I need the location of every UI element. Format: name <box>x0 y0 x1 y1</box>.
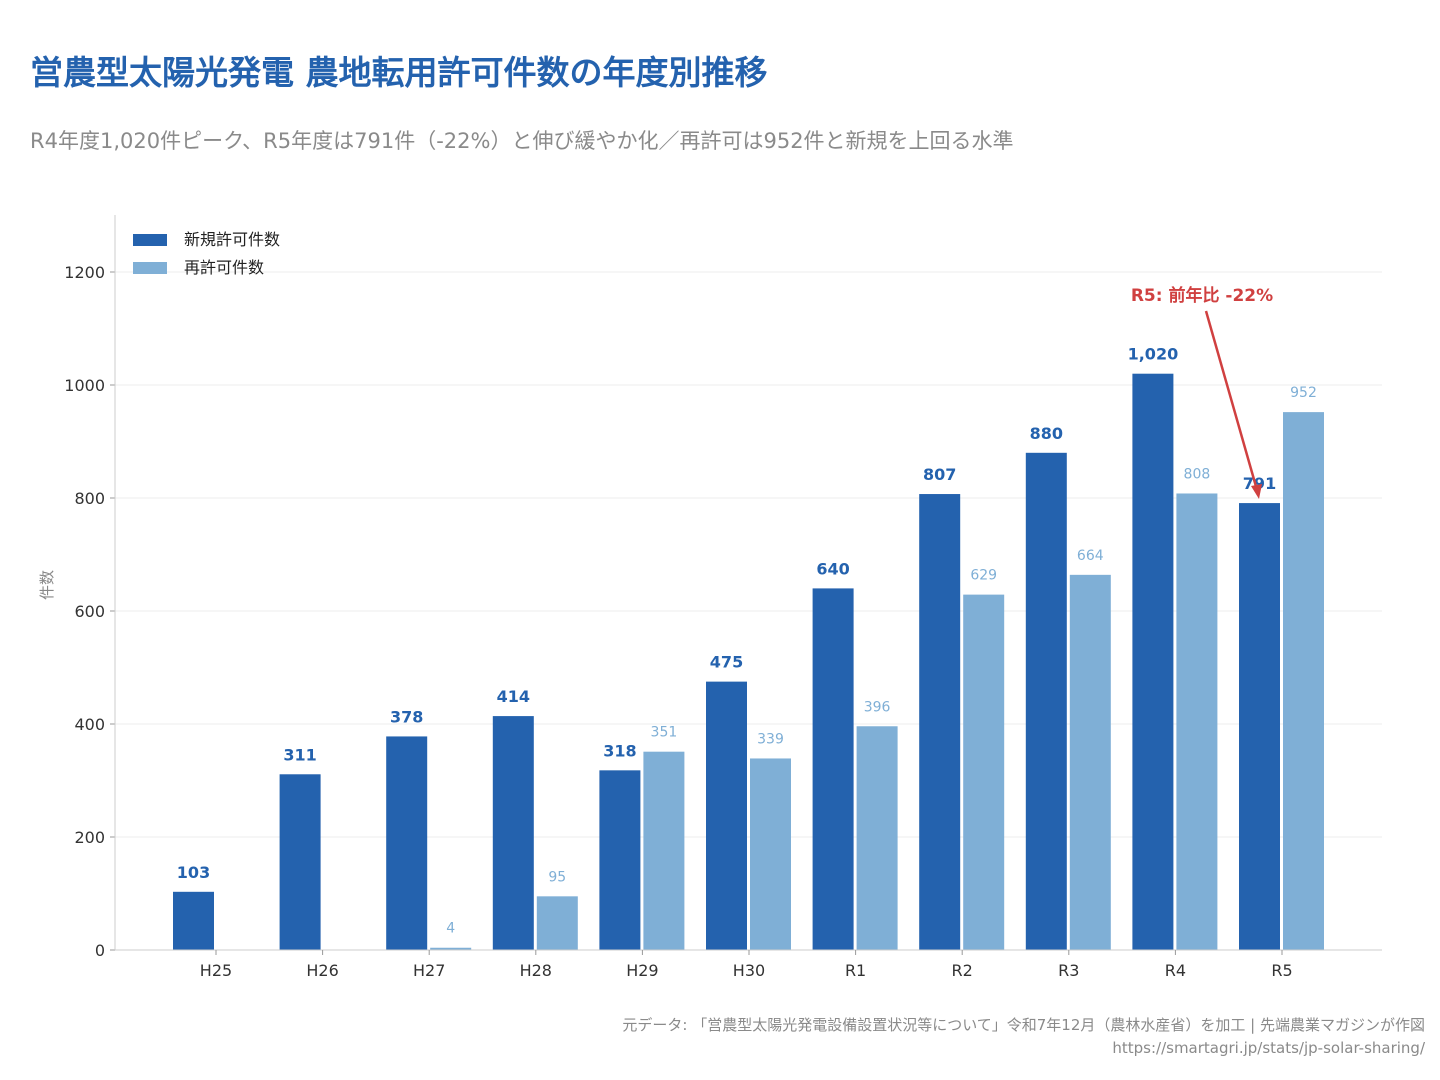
x-tick-label: R2 <box>952 961 973 980</box>
bar-new-permit <box>1239 503 1280 950</box>
x-tick-label: H26 <box>306 961 338 980</box>
legend-swatch-renewal <box>133 262 167 274</box>
chart-title: 営農型太陽光発電 農地転用許可件数の年度別推移 <box>30 53 768 92</box>
x-tick-label: H28 <box>520 961 552 980</box>
legend-label-renewal: 再許可件数 <box>184 258 264 277</box>
legend-swatch-new <box>133 234 167 246</box>
source-note: 元データ: 「営農型太陽光発電設備設置状況等について」令和7年12月（農林水産省… <box>622 1016 1425 1034</box>
data-label: 640 <box>816 559 849 578</box>
bar-new-permit <box>919 494 961 950</box>
annotation-arrow <box>1204 310 1259 491</box>
data-label: 808 <box>1184 466 1211 482</box>
annotation-arrowhead <box>1251 484 1262 499</box>
bar-new-permit <box>1025 452 1067 950</box>
data-label: 952 <box>1290 385 1317 401</box>
data-label: 351 <box>651 725 678 741</box>
data-label: 629 <box>970 568 997 584</box>
data-label: 664 <box>1077 548 1104 564</box>
bar-new-permit <box>492 716 534 950</box>
bar-renewal-permit <box>1283 412 1324 950</box>
data-label: 414 <box>497 687 530 706</box>
bar-renewal-permit <box>1069 574 1111 950</box>
legend-label-new: 新規許可件数 <box>184 230 280 249</box>
data-label: 311 <box>283 745 316 764</box>
y-tick-label: 0 <box>95 941 105 960</box>
x-tick-label: R3 <box>1058 961 1079 980</box>
y-tick-label: 800 <box>74 489 105 508</box>
bar-new-permit <box>706 681 747 950</box>
annotation: R5: 前年比 -22% <box>1131 285 1273 499</box>
data-label: 103 <box>177 863 210 882</box>
bar-new-permit <box>386 736 428 950</box>
y-tick-label: 1000 <box>64 376 105 395</box>
bar-new-permit <box>1132 373 1174 950</box>
chart-subtitle: R4年度1,020件ピーク、R5年度は791件（-22%）と伸び緩やか化／再許可… <box>30 129 1014 153</box>
bar-new-permit <box>173 891 214 950</box>
x-tick-label: H27 <box>413 961 445 980</box>
x-tick-label: H29 <box>626 961 658 980</box>
annotation-text: R5: 前年比 -22% <box>1131 285 1273 306</box>
data-label: 378 <box>390 707 423 726</box>
bar-renewal-permit <box>430 947 472 950</box>
data-label: 95 <box>548 869 566 885</box>
x-tick-label: H30 <box>733 961 765 980</box>
data-label: 880 <box>1030 424 1063 443</box>
data-label: 1,020 <box>1128 345 1179 364</box>
data-label: 396 <box>864 699 891 715</box>
data-label: 807 <box>923 465 956 484</box>
data-label: 339 <box>757 731 784 747</box>
bar-renewal-permit <box>856 726 898 950</box>
bar-renewal-permit <box>536 896 578 950</box>
data-label: 4 <box>446 921 455 937</box>
x-tick-label: H25 <box>200 961 232 980</box>
data-label: 318 <box>603 741 636 760</box>
source-url: https://smartagri.jp/stats/jp-solar-shar… <box>1112 1039 1425 1057</box>
data-label: 475 <box>710 653 743 672</box>
bar-new-permit <box>279 774 321 950</box>
data-label: 791 <box>1243 474 1276 493</box>
bar-new-permit <box>599 770 641 950</box>
x-tick-label: R1 <box>845 961 866 980</box>
x-tick-label: R5 <box>1271 961 1292 980</box>
y-tick-label: 1200 <box>64 263 105 282</box>
x-tick-label: R4 <box>1165 961 1186 980</box>
legend: 新規許可件数 再許可件数 <box>133 230 280 277</box>
y-tick-label: 600 <box>74 602 105 621</box>
bar-renewal-permit <box>750 758 791 950</box>
bar-new-permit <box>812 588 854 950</box>
bar-renewal-permit <box>1176 493 1218 950</box>
y-tick-label: 400 <box>74 715 105 734</box>
y-axis-label: 件数 <box>38 570 56 600</box>
bar-renewal-permit <box>963 594 1005 950</box>
y-tick-label: 200 <box>74 828 105 847</box>
bar-renewal-permit <box>643 751 685 950</box>
